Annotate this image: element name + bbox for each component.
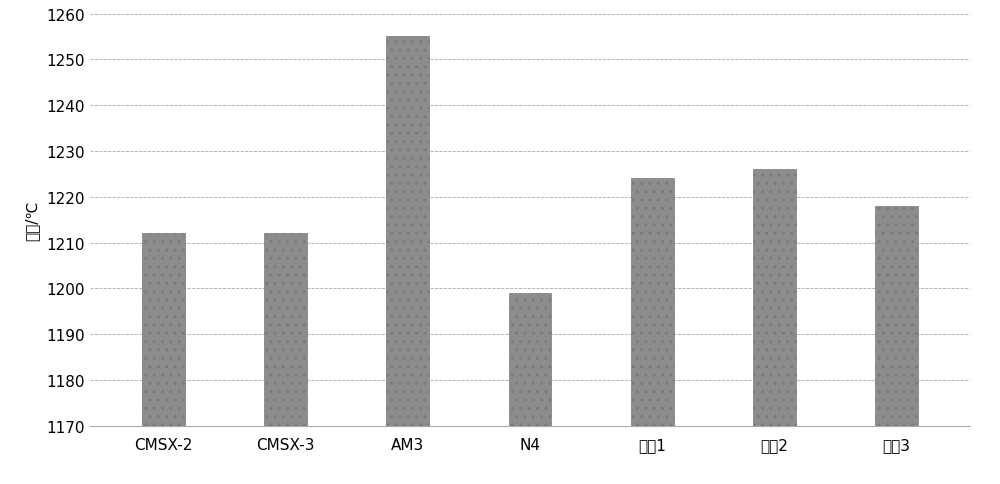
Bar <box>631 179 674 484</box>
Y-axis label: 温度/℃: 温度/℃ <box>25 200 40 241</box>
Bar <box>875 207 918 484</box>
Bar <box>264 234 307 484</box>
Bar <box>142 234 185 484</box>
Bar <box>509 293 551 484</box>
Bar <box>753 170 796 484</box>
Bar <box>386 37 429 484</box>
